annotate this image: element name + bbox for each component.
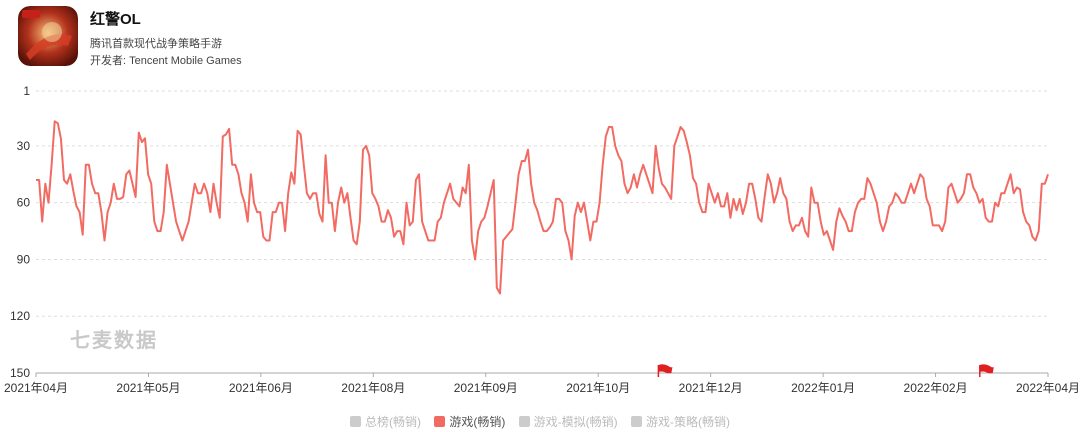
legend-swatch [518,416,530,427]
watermark: 七麦数据 [70,330,158,352]
x-tick-label: 2022年01月 [791,381,855,395]
y-tick-label: 1 [23,84,30,98]
legend-item-sim[interactable]: 游戏-模拟(畅销) [518,413,618,430]
event-flag-icon[interactable] [979,364,994,377]
x-tick-label: 2021年04月 [4,381,68,395]
x-tick-label: 2021年08月 [341,381,405,395]
y-tick-label: 90 [17,252,31,266]
x-tick-label: 2022年02月 [904,381,968,395]
app-developer: 开发者: Tencent Mobile Games [90,55,242,67]
series-line-games [36,120,1049,295]
y-tick-label: 30 [17,139,31,153]
legend-label: 游戏(畅销) [449,415,506,429]
legend-item-games[interactable]: 游戏(畅销) [434,413,505,430]
legend-item-strategy[interactable]: 游戏-策略(畅销) [631,413,730,430]
x-tick-label: 2022年04月 [1016,381,1080,395]
legend-swatch [631,416,643,427]
app-title: 红警OL [90,11,141,28]
x-tick-label: 2021年12月 [679,381,743,395]
legend-label: 游戏-模拟(畅销) [533,415,618,429]
y-tick-label: 120 [10,309,30,323]
event-flag-icon[interactable] [657,364,673,377]
legend-item-overall[interactable]: 总榜(畅销) [349,413,421,430]
legend-swatch [349,416,361,427]
y-tick-label: 60 [17,196,31,210]
x-tick-label: 2021年10月 [566,381,630,395]
x-tick-label: 2021年05月 [116,381,180,395]
chart-legend: 总榜(畅销) 游戏(畅销) 游戏-模拟(畅销) 游戏-策略(畅销) [0,413,1080,430]
x-tick-label: 2021年09月 [454,381,518,395]
app-subtitle: 腾讯首款现代战争策略手游 [90,38,222,50]
legend-label: 游戏-策略(畅销) [646,415,731,429]
legend-label: 总榜(畅销) [364,415,421,429]
y-tick-label: 150 [10,366,30,380]
x-tick-label: 2021年06月 [229,381,293,395]
legend-swatch [434,416,446,427]
app-icon [18,6,78,66]
